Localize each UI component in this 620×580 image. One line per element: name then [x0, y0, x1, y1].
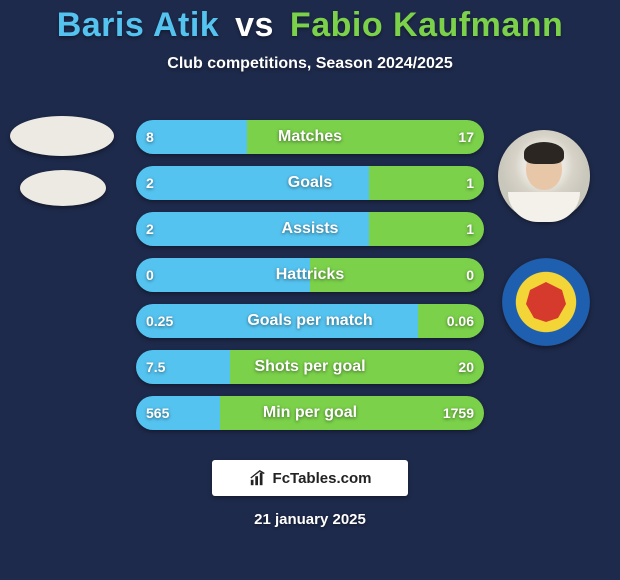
stat-right-value: 1	[466, 166, 474, 200]
stat-row: Hattricks0 0	[136, 258, 484, 292]
stat-row: Min per goal565 1759	[136, 396, 484, 430]
player2-hair	[524, 142, 564, 164]
stat-bars: Matches817Goals21Assists21Hattricks00Goa…	[136, 120, 484, 442]
stat-label: Shots per goal	[136, 350, 484, 384]
stat-right-value: 17	[458, 120, 474, 154]
stat-row: Goals per match0.25 0.06	[136, 304, 484, 338]
stat-label: Hattricks	[136, 258, 484, 292]
stat-label: Goals per match	[136, 304, 484, 338]
player2-photo	[498, 130, 590, 222]
stat-row: Shots per goal7.5 20	[136, 350, 484, 384]
comparison-infographic: Baris Atik vs Fabio Kaufmann Club compet…	[0, 0, 620, 580]
stat-right-value: 0.06	[447, 304, 474, 338]
stat-right-value: 0	[466, 258, 474, 292]
player2-shirt	[508, 192, 580, 222]
club-crest-icon	[526, 282, 566, 322]
stat-right-value: 1	[466, 212, 474, 246]
stat-row: Assists2 1	[136, 212, 484, 246]
player1-club-logo-placeholder	[20, 170, 106, 206]
brand-text: FcTables.com	[273, 470, 372, 487]
stat-left-value: 7.5	[146, 350, 165, 384]
player1-photo-placeholder	[10, 116, 114, 156]
stat-label: Matches	[136, 120, 484, 154]
stat-left-value: 2	[146, 166, 154, 200]
vs-label: vs	[235, 6, 274, 44]
brand-chart-icon	[249, 469, 267, 487]
stat-left-value: 0	[146, 258, 154, 292]
brand-badge: FcTables.com	[212, 460, 408, 496]
stat-left-value: 565	[146, 396, 169, 430]
player1-name: Baris Atik	[57, 6, 219, 44]
player2-name: Fabio Kaufmann	[290, 6, 563, 44]
subtitle: Club competitions, Season 2024/2025	[0, 55, 620, 73]
stat-row: Matches8 17	[136, 120, 484, 154]
stat-row: Goals2 1	[136, 166, 484, 200]
page-title: Baris Atik vs Fabio Kaufmann	[0, 0, 620, 45]
stat-left-value: 0.25	[146, 304, 173, 338]
stat-left-value: 8	[146, 120, 154, 154]
stat-right-value: 1759	[443, 396, 474, 430]
player2-club-logo	[502, 258, 590, 346]
stat-label: Goals	[136, 166, 484, 200]
stat-label: Min per goal	[136, 396, 484, 430]
stat-left-value: 2	[146, 212, 154, 246]
stat-label: Assists	[136, 212, 484, 246]
stat-right-value: 20	[458, 350, 474, 384]
date-text: 21 january 2025	[0, 511, 620, 528]
